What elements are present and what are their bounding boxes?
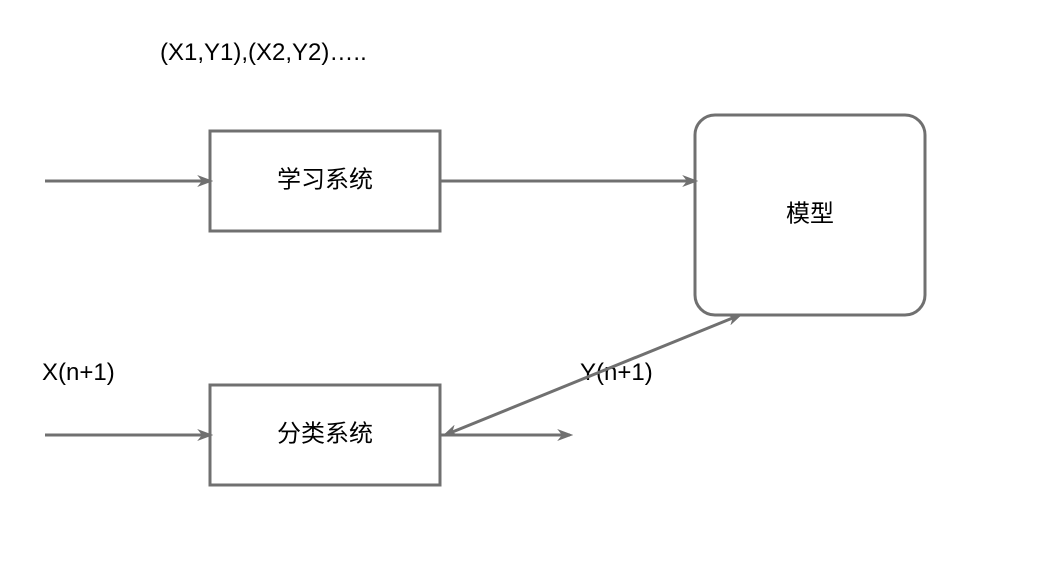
training-data-label: (X1,Y1),(X2,Y2)….. <box>160 39 367 66</box>
input-x-label: X(n+1) <box>42 359 115 386</box>
diagram-canvas: 学习系统 分类系统 模型 (X1,Y1),(X2,Y2)….. X(n+1) Y… <box>0 0 1058 572</box>
classification-system-label: 分类系统 <box>277 420 373 447</box>
output-y-label: Y(n+1) <box>580 359 653 386</box>
model-node: 模型 <box>695 115 925 315</box>
classification-system-node: 分类系统 <box>210 385 440 485</box>
learning-system-node: 学习系统 <box>210 131 440 231</box>
model-label: 模型 <box>786 200 834 227</box>
arrow-model-classification <box>445 315 740 435</box>
learning-system-label: 学习系统 <box>277 166 373 193</box>
